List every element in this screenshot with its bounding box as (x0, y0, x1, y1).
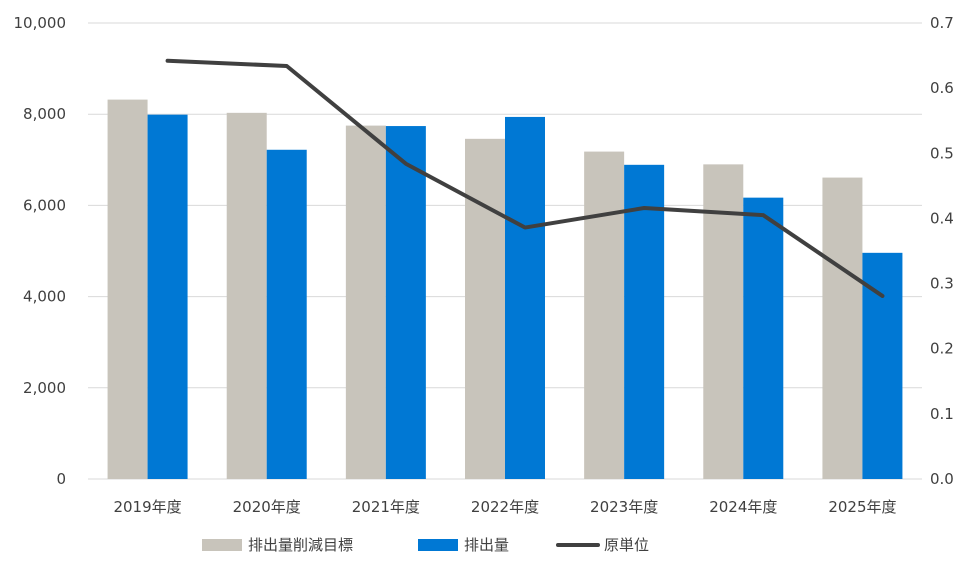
right-tick-label: 0.7 (930, 14, 954, 32)
bar-emissions (266, 149, 307, 479)
bars (107, 99, 903, 480)
legend-swatch (418, 539, 458, 551)
bar-emissions (147, 114, 188, 479)
legend-label: 排出量 (464, 536, 509, 554)
left-tick-label: 0 (56, 470, 66, 488)
bar-target (465, 138, 505, 479)
category-label: 2022年度 (471, 498, 539, 516)
legend-label: 排出量削減目標 (248, 536, 353, 554)
category-labels: 2019年度 2020年度 2021年度 2022年度 2023年度 2024年度 2025… (113, 498, 896, 516)
right-tick-label: 0.1 (930, 405, 954, 423)
right-tick-label: 0.0 (930, 470, 954, 488)
intensity-line (165, 58, 885, 298)
left-tick-label: 8,000 (23, 105, 66, 123)
category-label: 2020年度 (233, 498, 301, 516)
right-tick-label: 0.4 (930, 209, 954, 227)
legend-label: 原単位 (604, 536, 649, 554)
category-label: 2019年度 (113, 498, 181, 516)
category-label: 2024年度 (709, 498, 777, 516)
bar-emissions (743, 197, 784, 479)
right-tick-label: 0.3 (930, 275, 954, 293)
bar-target (822, 177, 863, 480)
bar-emissions (385, 126, 426, 479)
left-tick-label: 4,000 (23, 288, 66, 306)
category-label: 2023年度 (590, 498, 658, 516)
bar-target (226, 112, 267, 479)
category-label: 2021年度 (352, 498, 420, 516)
bar-emissions (862, 252, 903, 479)
line-intensity (165, 58, 885, 298)
right-axis-ticks: 0.0 0.1 0.2 0.3 0.4 0.5 0.6 0.7 (930, 14, 954, 488)
left-tick-label: 6,000 (23, 196, 66, 214)
bar-emissions (624, 164, 665, 480)
left-axis-ticks: 0 2,000 4,000 6,000 8,000 10,000 (14, 14, 67, 488)
right-tick-label: 0.2 (930, 340, 954, 358)
bar-target (584, 151, 625, 480)
left-tick-label: 10,000 (14, 14, 67, 32)
bar-emissions (505, 116, 545, 479)
legend: 排出量削減目標 排出量 原単位 (202, 536, 649, 554)
legend-swatch (202, 539, 242, 551)
right-tick-label: 0.6 (930, 79, 954, 97)
bar-target (107, 99, 148, 479)
bar-target (703, 164, 744, 480)
left-tick-label: 2,000 (23, 379, 66, 397)
bar-target (345, 125, 386, 479)
category-label: 2025年度 (828, 498, 896, 516)
right-tick-label: 0.5 (930, 144, 954, 162)
